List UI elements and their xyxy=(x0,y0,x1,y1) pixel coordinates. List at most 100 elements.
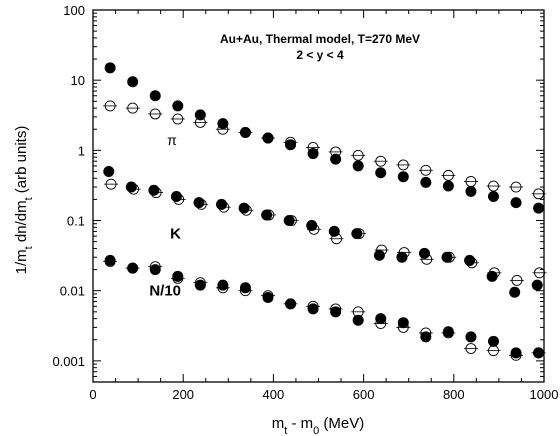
open-marker xyxy=(352,149,364,161)
filled-marker xyxy=(464,254,476,266)
open-marker xyxy=(465,343,477,354)
y-tick-label: 10 xyxy=(71,73,85,88)
filled-marker xyxy=(375,167,387,179)
filled-marker xyxy=(239,282,251,294)
filled-marker xyxy=(194,279,206,291)
x-axis-title: mt - m0 (MeV) xyxy=(272,415,365,436)
filled-marker xyxy=(442,326,454,338)
open-marker xyxy=(127,102,139,114)
open-marker xyxy=(534,267,545,279)
filled-marker xyxy=(307,303,319,315)
filled-marker xyxy=(285,298,297,310)
x-tick-label: 0 xyxy=(89,387,96,402)
x-tick-label: 400 xyxy=(263,387,285,402)
filled-marker xyxy=(533,202,545,214)
filled-marker xyxy=(375,313,387,325)
series-label: K xyxy=(170,226,181,243)
data-markers xyxy=(103,62,547,361)
filled-marker xyxy=(103,165,115,177)
x-tick-label: 1000 xyxy=(530,387,559,402)
filled-marker xyxy=(104,254,116,266)
open-marker xyxy=(104,100,116,112)
filled-marker xyxy=(420,176,432,188)
filled-marker xyxy=(170,190,182,202)
open-marker xyxy=(149,108,161,120)
filled-marker xyxy=(238,202,250,214)
filled-marker xyxy=(330,306,342,318)
y-tick-label: 1 xyxy=(78,143,85,158)
filled-marker xyxy=(217,118,229,130)
filled-marker xyxy=(306,219,318,231)
filled-marker xyxy=(352,314,364,326)
open-marker xyxy=(172,113,184,125)
filled-marker xyxy=(465,185,477,197)
filled-marker xyxy=(328,225,340,237)
plot-frame xyxy=(92,9,545,383)
filled-marker xyxy=(193,197,205,209)
filled-marker xyxy=(420,331,432,343)
filled-marker xyxy=(307,148,319,160)
filled-marker xyxy=(531,279,543,291)
filled-marker xyxy=(397,317,409,329)
filled-marker xyxy=(441,251,453,263)
filled-marker xyxy=(127,262,139,274)
open-marker xyxy=(420,164,432,176)
y-tick-label: 0.001 xyxy=(52,354,85,369)
filled-marker xyxy=(172,100,184,112)
series-labels: π K N/10 xyxy=(149,132,181,300)
filled-marker xyxy=(149,90,161,102)
filled-marker xyxy=(352,160,364,172)
y-axis: 0.001 0.01 0.1 1 10 100 xyxy=(52,3,544,383)
x-tick-label: 600 xyxy=(353,387,375,402)
chart-title-line1: Au+Au, Thermal model, T=270 MeV xyxy=(220,32,420,46)
open-marker xyxy=(442,169,454,181)
y-tick-label: 0.01 xyxy=(60,284,85,299)
filled-marker xyxy=(330,153,342,165)
filled-marker xyxy=(262,132,274,144)
open-marker xyxy=(533,188,545,200)
x-tick-label: 800 xyxy=(443,387,465,402)
filled-marker xyxy=(194,109,206,121)
filled-marker xyxy=(486,270,498,282)
y-axis-title: 1/mt dn/dmt (arb units) xyxy=(13,126,35,275)
x-axis: 0 200 400 600 800 1000 xyxy=(89,10,558,402)
series-label: π xyxy=(167,132,177,148)
open-marker xyxy=(510,181,522,193)
filled-marker xyxy=(285,139,297,151)
filled-marker xyxy=(262,292,274,304)
filled-marker xyxy=(509,286,521,298)
filled-marker xyxy=(396,251,408,263)
filled-marker xyxy=(510,347,522,359)
filled-marker xyxy=(465,331,477,343)
filled-marker xyxy=(442,180,454,192)
open-marker xyxy=(397,159,409,171)
plot-area xyxy=(92,9,545,383)
filled-marker xyxy=(261,209,273,221)
filled-marker xyxy=(148,184,160,196)
filled-marker xyxy=(127,76,139,88)
chart-title-line2: 2 < y < 4 xyxy=(296,48,344,62)
filled-marker xyxy=(487,335,499,347)
open-marker xyxy=(511,274,523,286)
open-marker xyxy=(105,178,117,190)
filled-marker xyxy=(217,279,229,291)
y-tick-label: 100 xyxy=(63,3,85,18)
x-tick-label: 200 xyxy=(172,387,194,402)
filled-marker xyxy=(373,249,385,261)
filled-marker xyxy=(510,197,522,209)
filled-marker xyxy=(418,247,430,259)
filled-marker xyxy=(216,198,228,210)
filled-marker xyxy=(149,264,161,276)
filled-marker xyxy=(533,347,545,359)
filled-marker xyxy=(239,126,251,138)
y-tick-label: 0.1 xyxy=(67,214,85,229)
filled-marker xyxy=(283,215,295,227)
filled-marker xyxy=(125,181,137,193)
series-label: N/10 xyxy=(149,283,181,300)
filled-marker xyxy=(172,270,184,282)
filled-marker xyxy=(104,62,116,74)
filled-marker xyxy=(351,228,363,240)
filled-marker xyxy=(397,171,409,183)
open-marker xyxy=(375,155,387,167)
